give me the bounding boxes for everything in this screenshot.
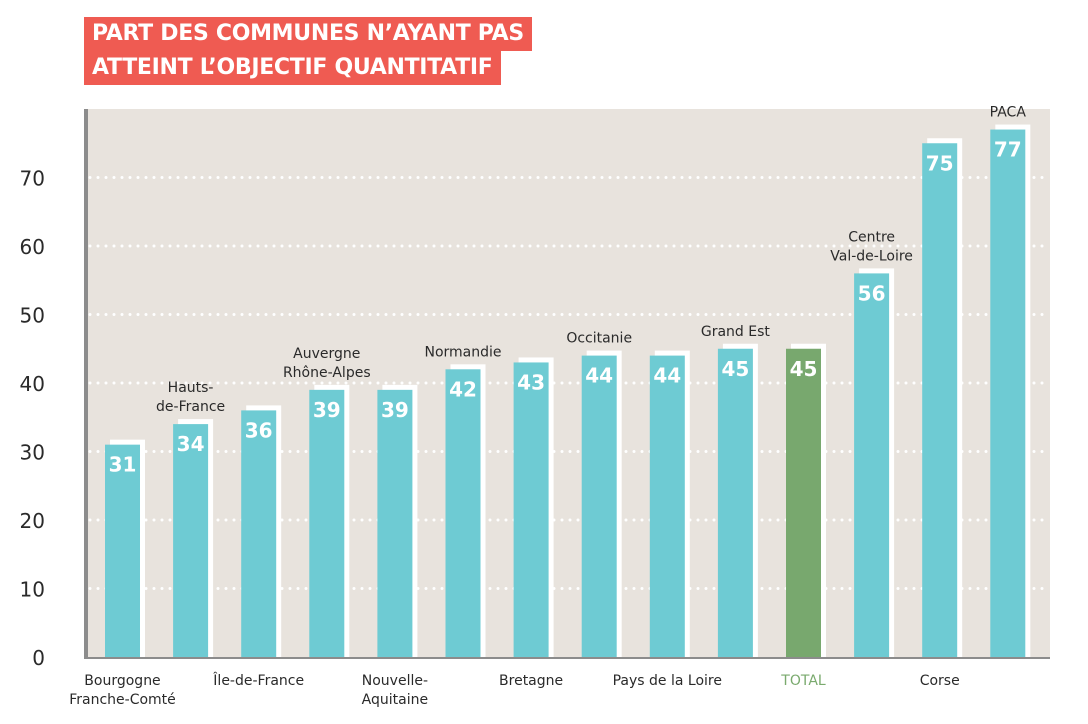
chart-title-line-2: ATTEINT L’OBJECTIF QUANTITATIF (84, 51, 501, 85)
y-tick-label: 60 (20, 235, 45, 259)
bar-nouvelle-aquitaine (377, 389, 413, 657)
bars: 31 34 36 39 39 42 43 44 44 45 45 56 75 77 (105, 124, 1031, 658)
x-category-label: Bretagne (499, 673, 563, 689)
bar-category-label: Normandie (424, 344, 501, 360)
x-category-label: Pays de la Loire (613, 673, 722, 689)
y-tick-label: 10 (20, 578, 45, 602)
bar-total (786, 348, 821, 657)
bar-hauts-de-france (173, 424, 209, 657)
bar--le-de-france (241, 410, 277, 657)
bar-occitanie (581, 355, 617, 657)
bar-value-label: 36 (245, 418, 273, 442)
bar-value-label: 39 (381, 398, 409, 422)
y-tick-label: 20 (20, 509, 45, 533)
bar-value-label: 45 (721, 357, 749, 381)
x-category-label: Île-de-France (212, 671, 304, 689)
bar-category-label: Rhône-Alpes (283, 365, 371, 381)
bar-value-label: 77 (994, 138, 1022, 162)
x-category-label: Aquitaine (362, 692, 428, 708)
bar-corse (922, 143, 958, 657)
bar-value-label: 44 (585, 364, 613, 388)
bar-value-label: 75 (926, 151, 954, 175)
category-labels: Bourgogne Franche-Comté Île-de-France Nouve… (69, 105, 1026, 708)
x-category-label: TOTAL (780, 673, 826, 689)
y-tick-label: 30 (20, 441, 45, 465)
y-axis-ticks: 0 10 20 30 40 50 60 70 (20, 167, 45, 671)
bar-auvergne-rh-ne-alpes (309, 389, 345, 657)
bar-category-label: Occitanie (566, 331, 632, 347)
bar-value-label: 56 (858, 281, 886, 305)
bar-grand-est (717, 348, 753, 657)
x-category-label: Bourgogne (84, 673, 160, 689)
y-tick-label: 70 (20, 167, 45, 191)
x-category-label: Franche-Comté (69, 692, 176, 708)
bar-category-label: Hauts- (168, 380, 214, 396)
bar-bourgogne-franche-comt- (105, 444, 140, 657)
x-category-label: Nouvelle- (362, 673, 428, 689)
bar-bretagne (513, 362, 549, 657)
y-tick-label: 50 (20, 304, 45, 328)
bar-normandie (445, 369, 481, 657)
bar-category-label: PACA (990, 105, 1027, 121)
bar-centre-val-de-loire (854, 273, 890, 657)
bar-value-label: 42 (449, 377, 477, 401)
y-tick-label: 40 (20, 372, 45, 396)
bar-paca (990, 129, 1026, 658)
bar-value-label: 39 (313, 398, 341, 422)
x-category-label: Corse (920, 673, 960, 689)
bar-category-label: Centre (848, 229, 895, 245)
bar-category-label: Grand Est (701, 324, 771, 340)
bar-category-label: Auvergne (293, 346, 360, 362)
bar-category-label: de-France (156, 399, 225, 415)
y-tick-label: 0 (32, 646, 45, 670)
bar-value-label: 44 (653, 364, 681, 388)
bar-category-label: Val-de-Loire (830, 248, 913, 264)
bar-value-label: 31 (109, 453, 137, 477)
bar-pays-de-la-loire (649, 355, 685, 657)
bar-value-label: 45 (790, 357, 818, 381)
chart-title-line-1: PART DES COMMUNES N’AYANT PAS (84, 17, 532, 51)
bar-value-label: 34 (177, 432, 205, 456)
bar-value-label: 43 (517, 370, 545, 394)
